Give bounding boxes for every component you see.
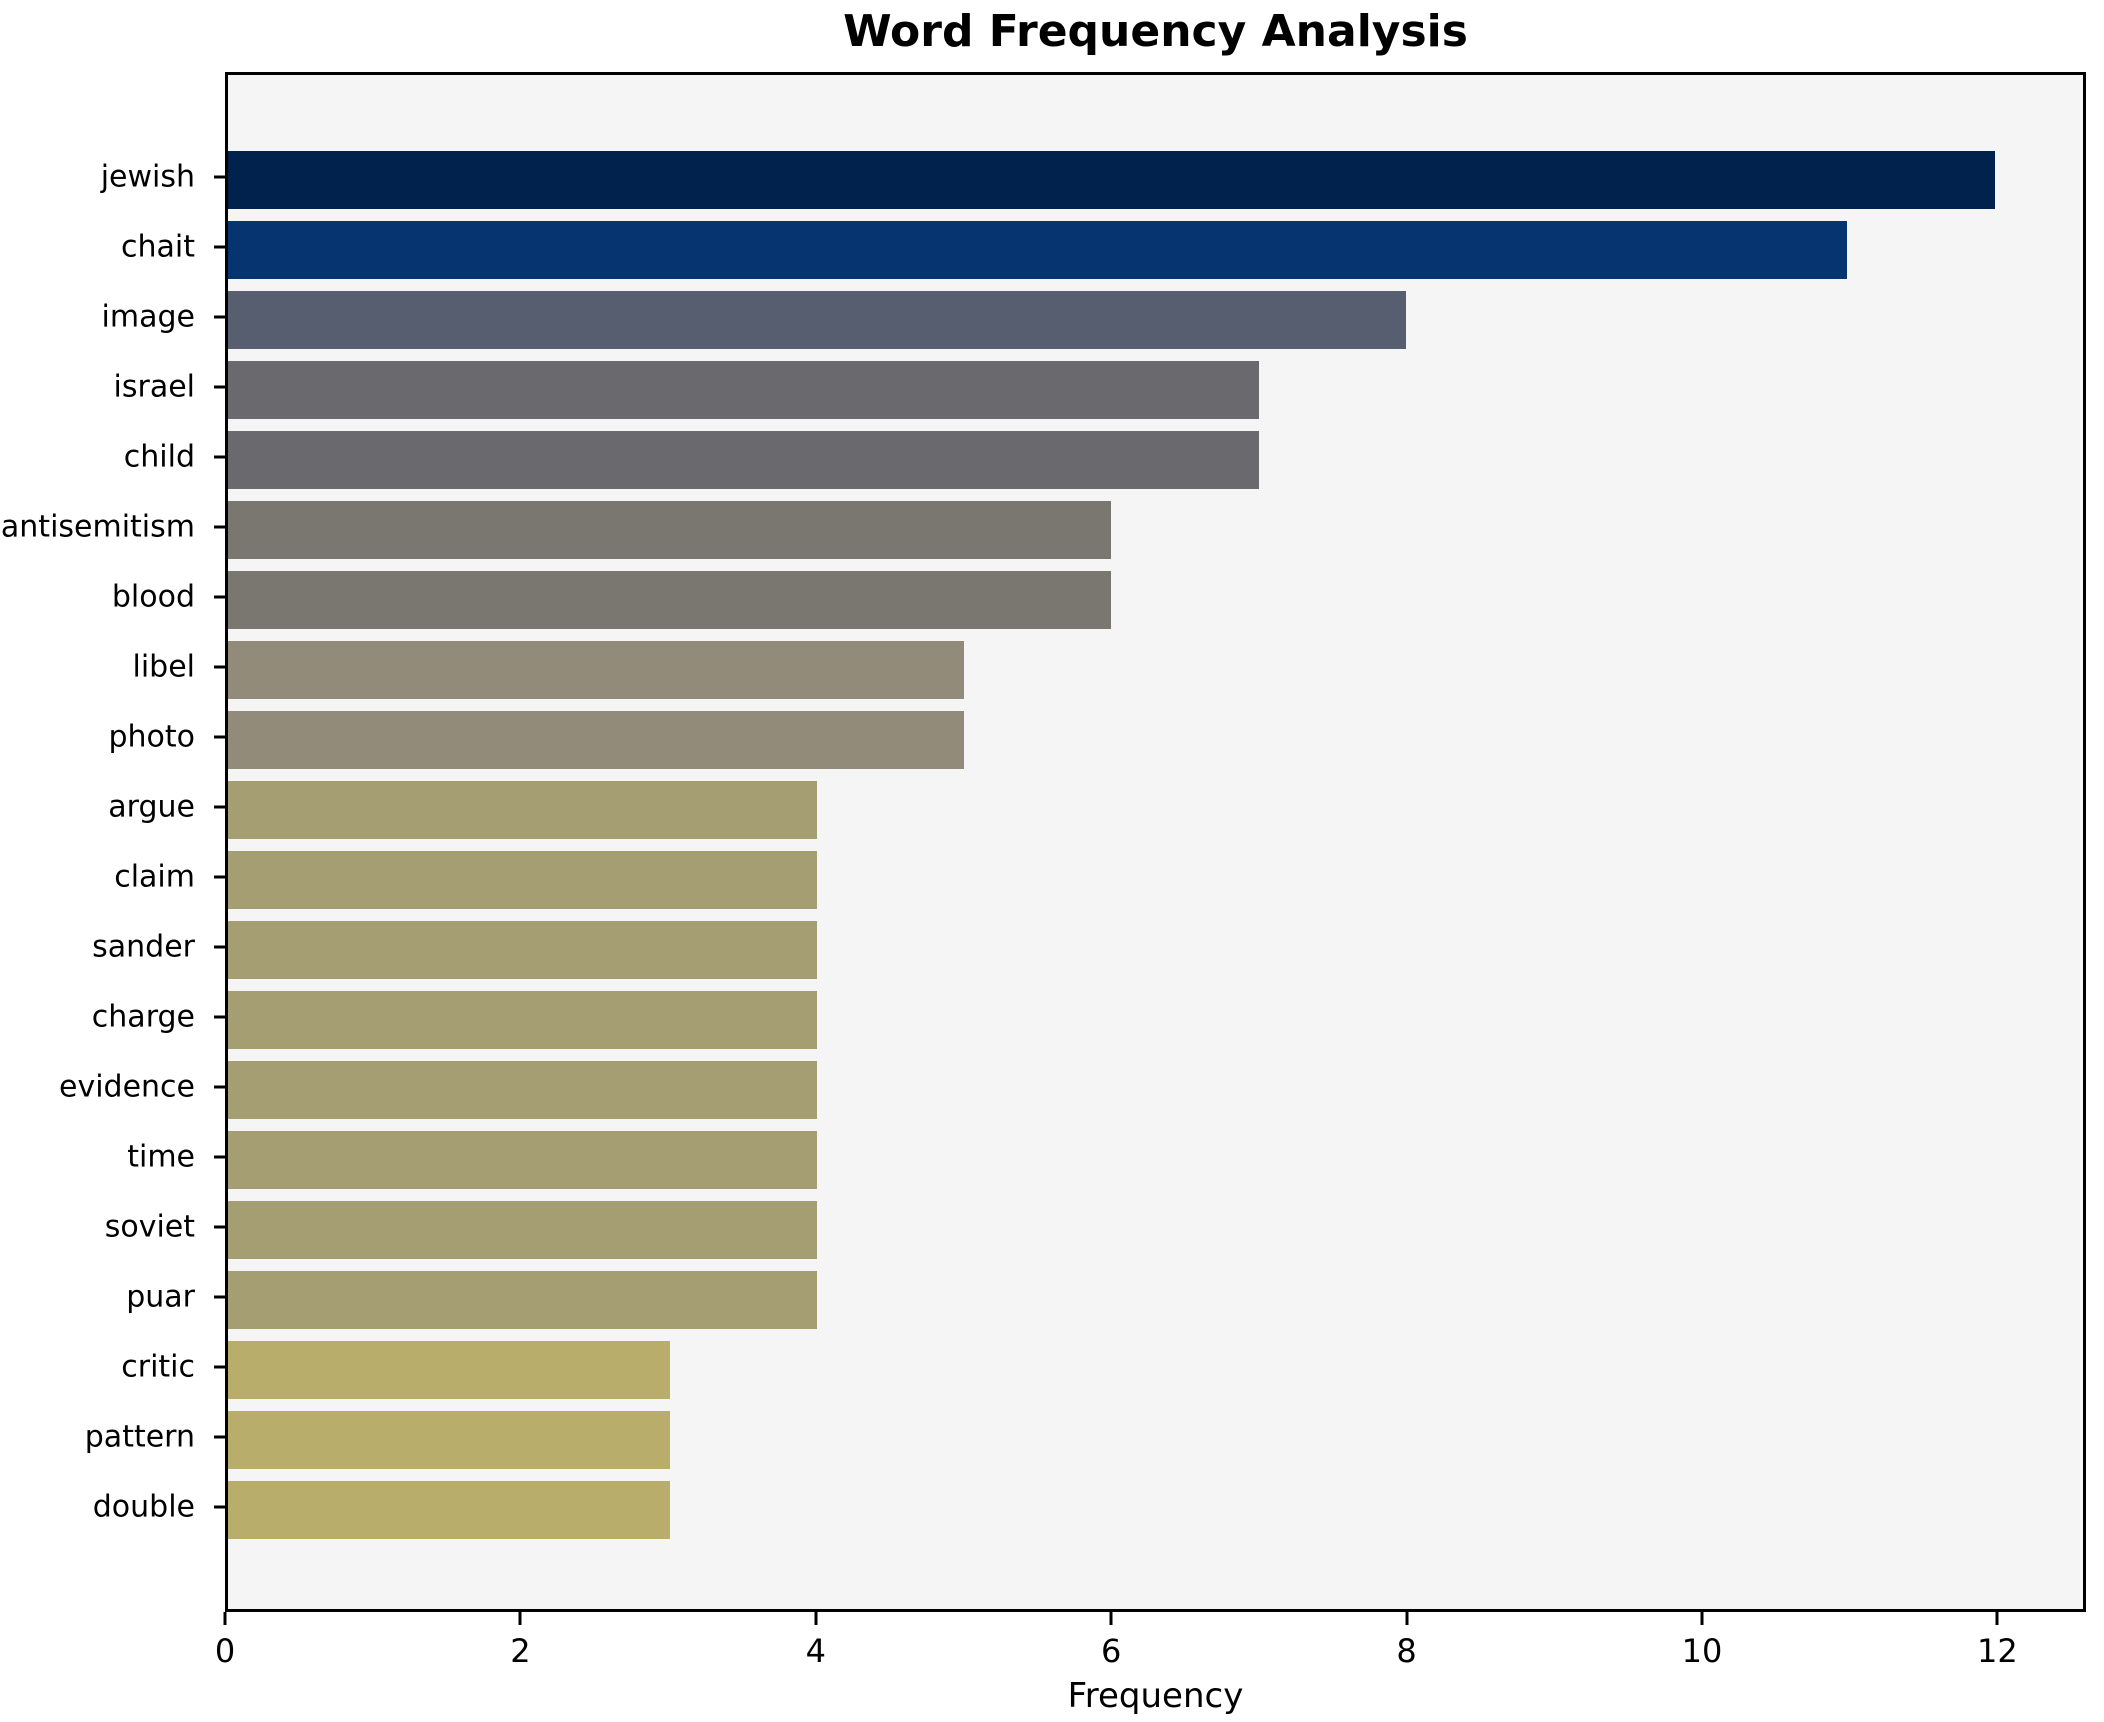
ytick-label-pattern: pattern: [84, 1419, 195, 1455]
ytick-label-image: image: [101, 299, 195, 335]
ytick-label-evidence: evidence: [58, 1069, 195, 1105]
bar-antisemitism: [228, 500, 1112, 560]
xtick-label-0: 0: [214, 1632, 236, 1670]
ytick-mark: [214, 735, 225, 739]
bar-double: [228, 1480, 670, 1540]
ytick-label-time: time: [127, 1139, 195, 1175]
bar-time: [228, 1130, 817, 1190]
bar-photo: [228, 710, 965, 770]
ytick-label-libel: libel: [132, 649, 195, 685]
ytick-label-puar: puar: [126, 1279, 195, 1315]
ytick-mark: [214, 455, 225, 459]
ytick-mark: [214, 805, 225, 809]
xtick-mark: [1405, 1612, 1409, 1625]
ytick-label-child: child: [123, 439, 195, 475]
ytick-label-double: double: [92, 1489, 195, 1525]
ytick-label-israel: israel: [113, 369, 195, 405]
ytick-mark: [214, 1015, 225, 1019]
bar-libel: [228, 640, 965, 700]
ytick-mark: [214, 1295, 225, 1299]
ytick-mark: [214, 385, 225, 389]
ytick-label-chait: chait: [121, 229, 195, 265]
bar-evidence: [228, 1060, 817, 1120]
ytick-label-charge: charge: [91, 999, 195, 1035]
xtick-mark: [223, 1612, 227, 1625]
xtick-label-8: 8: [1396, 1632, 1417, 1670]
ytick-label-blood: blood: [111, 579, 195, 615]
bar-argue: [228, 780, 817, 840]
ytick-mark: [214, 1225, 225, 1229]
bar-image: [228, 290, 1406, 350]
xtick-mark: [1700, 1612, 1704, 1625]
ytick-mark: [214, 665, 225, 669]
ytick-label-argue: argue: [108, 789, 195, 825]
xtick-label-6: 6: [1101, 1632, 1122, 1670]
bar-claim: [228, 850, 817, 910]
bar-jewish: [228, 150, 1995, 210]
xtick-mark: [518, 1612, 522, 1625]
ytick-mark: [214, 175, 225, 179]
bar-israel: [228, 360, 1259, 420]
ytick-label-sander: sander: [92, 929, 195, 965]
xtick-label-2: 2: [510, 1632, 531, 1670]
ytick-mark: [214, 1365, 225, 1369]
bar-sander: [228, 920, 817, 980]
ytick-mark: [214, 945, 225, 949]
ytick-mark: [214, 315, 225, 319]
xtick-mark: [814, 1612, 818, 1625]
chart-title: Word Frequency Analysis: [843, 6, 1468, 57]
ytick-label-claim: claim: [114, 859, 195, 895]
ytick-mark: [214, 245, 225, 249]
plot-area: [225, 72, 2086, 1612]
ytick-mark: [214, 1435, 225, 1439]
ytick-label-photo: photo: [108, 719, 195, 755]
bar-pattern: [228, 1410, 670, 1470]
bar-blood: [228, 570, 1112, 630]
bar-child: [228, 430, 1259, 490]
ytick-mark: [214, 1505, 225, 1509]
xtick-label-12: 12: [1977, 1632, 2018, 1670]
xtick-mark: [1109, 1612, 1113, 1625]
bar-soviet: [228, 1200, 817, 1260]
ytick-mark: [214, 1085, 225, 1089]
bar-critic: [228, 1340, 670, 1400]
ytick-mark: [214, 875, 225, 879]
ytick-label-critic: critic: [121, 1349, 195, 1385]
xtick-label-10: 10: [1681, 1632, 1723, 1670]
ytick-mark: [214, 525, 225, 529]
bar-charge: [228, 990, 817, 1050]
ytick-label-jewish: jewish: [100, 159, 195, 195]
ytick-mark: [214, 1155, 225, 1159]
ytick-mark: [214, 595, 225, 599]
xtick-label-4: 4: [805, 1632, 826, 1670]
bar-chait: [228, 220, 1848, 280]
ytick-label-soviet: soviet: [104, 1209, 195, 1245]
xtick-mark: [1995, 1612, 1999, 1625]
bar-puar: [228, 1270, 817, 1330]
x-axis-label: Frequency: [1067, 1676, 1244, 1716]
ytick-label-antisemitism: antisemitism: [0, 509, 195, 545]
